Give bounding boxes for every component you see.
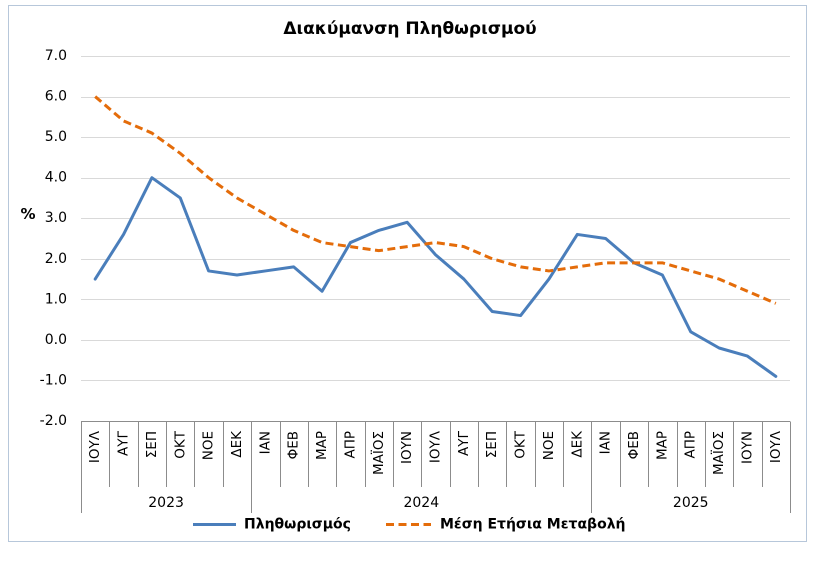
year-label: 2025 <box>673 495 709 511</box>
month-label: ΜΑΡ <box>654 431 670 460</box>
y-tick-label: 5.0 <box>45 129 67 145</box>
legend-item-inflation: Πληθωρισμός <box>193 517 351 533</box>
legend: Πληθωρισμός Μέση Ετήσια Μεταβολή <box>193 517 626 533</box>
month-label: ΝΟΕ <box>201 431 217 460</box>
gridlines <box>81 56 790 381</box>
chart-title: Διακύμανση Πληθωρισμού <box>283 19 536 39</box>
y-tick-label: -1.0 <box>40 372 67 388</box>
month-label: ΑΥΓ <box>116 431 132 456</box>
month-label: ΙΟΥΛ <box>428 430 444 463</box>
inflation-series <box>93 176 778 378</box>
year-label: 2023 <box>148 495 184 511</box>
month-label: ΝΟΕ <box>541 431 557 460</box>
month-label: ΣΕΠ <box>144 431 160 458</box>
month-label: ΟΚΤ <box>172 430 188 458</box>
month-label: ΔΕΚ <box>569 430 585 458</box>
y-tick-label: 3.0 <box>45 210 67 226</box>
legend-item-average-annual-change: Μέση Ετήσια Μεταβολή <box>386 517 626 533</box>
month-label: ΙΟΥΝ <box>399 431 415 464</box>
month-label: ΜΑΡ <box>314 431 330 460</box>
average-annual-change-line <box>94 95 777 305</box>
plot-series <box>93 95 778 378</box>
y-axis-label: % <box>20 205 35 223</box>
chart-border <box>8 5 807 542</box>
y-tick-label: 7.0 <box>45 48 67 64</box>
month-label: ΦΕΒ <box>626 431 642 459</box>
month-label: ΙΑΝ <box>598 431 614 454</box>
month-label: ΙΟΥΛ <box>87 430 103 463</box>
inflation-line <box>93 176 778 378</box>
month-label: ΙΑΝ <box>257 431 273 454</box>
legend-label: Μέση Ετήσια Μεταβολή <box>440 517 626 533</box>
month-label: ΑΠΡ <box>342 431 358 459</box>
year-label: 2024 <box>403 495 439 511</box>
month-label: ΜΑΪΟΣ <box>369 431 387 475</box>
y-axis-tick-labels: 7.0 6.0 5.0 4.0 3.0 2.0 1.0 0.0 -1.0 -2.0 <box>40 48 67 429</box>
legend-label: Πληθωρισμός <box>244 517 351 533</box>
month-label: ΙΟΥΛ <box>768 430 784 463</box>
category-axis: ΙΟΥΛ ΑΥΓ ΣΕΠ ΟΚΤ ΝΟΕ ΔΕΚ ΙΑΝ ΦΕΒ ΜΑΡ ΑΠΡ ΜΑΪΟΣ ΙΟΥΝ… <box>81 421 791 513</box>
month-label: ΙΟΥΝ <box>739 431 755 464</box>
month-label: ΦΕΒ <box>286 431 302 459</box>
month-label: ΔΕΚ <box>229 430 245 458</box>
y-tick-label: 2.0 <box>45 251 67 267</box>
y-tick-label: 6.0 <box>45 89 67 105</box>
y-tick-label: 0.0 <box>45 332 67 348</box>
y-tick-label: 4.0 <box>45 170 67 186</box>
month-label: ΑΥΓ <box>456 431 472 456</box>
y-tick-label: 1.0 <box>45 291 67 307</box>
y-tick-label: -2.0 <box>40 413 67 429</box>
month-label: ΑΠΡ <box>683 431 699 459</box>
month-label: ΣΕΠ <box>484 431 500 458</box>
month-label: ΜΑΪΟΣ <box>709 431 727 475</box>
average-annual-change-series <box>94 95 777 305</box>
month-label: ΟΚΤ <box>513 430 529 458</box>
